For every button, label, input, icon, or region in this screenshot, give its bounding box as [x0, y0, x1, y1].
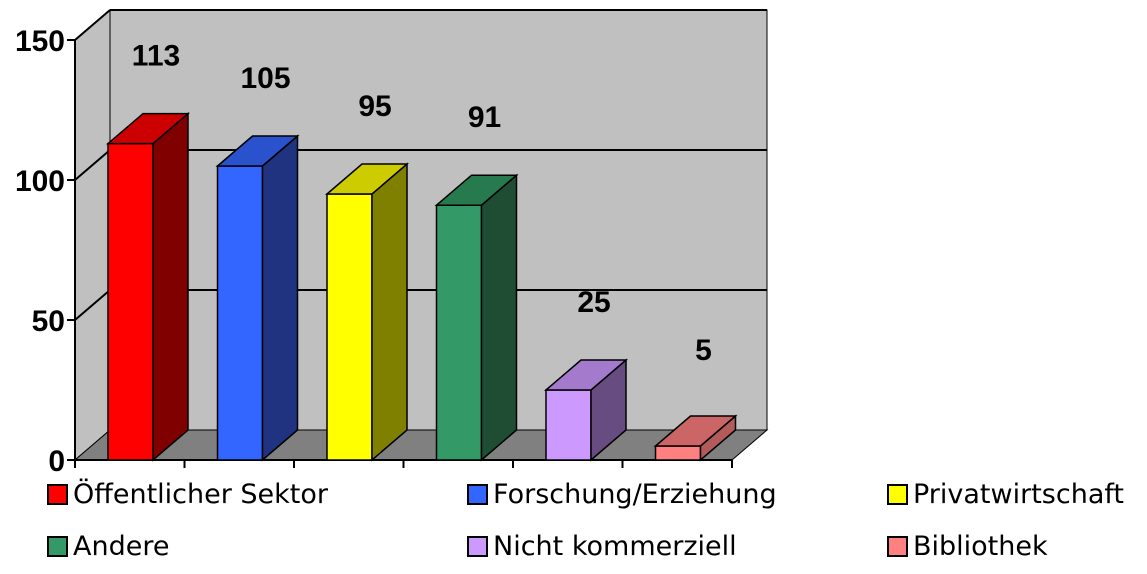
bar-side	[152, 111, 189, 462]
data-label-0: 113	[132, 40, 180, 73]
bar-5	[653, 414, 738, 462]
bar-top	[434, 174, 519, 206]
legend-label: Nicht kommerziell	[493, 531, 737, 562]
legend-label: Forschung/Erziehung	[493, 479, 777, 510]
bar-front	[326, 193, 373, 461]
side-wall	[74, 8, 111, 462]
legend-item-4: Nicht kommerziell	[467, 531, 737, 562]
bar-side	[480, 173, 518, 462]
bar-top	[324, 163, 410, 195]
axes: 0 50 100 150	[15, 25, 733, 478]
legend-label: Öffentlicher Sektor	[73, 478, 329, 510]
y-tick-label: 100	[15, 165, 65, 198]
bar-top	[105, 112, 191, 145]
bar-0	[105, 111, 191, 462]
bar-1	[215, 134, 300, 462]
legend-swatch	[467, 484, 488, 505]
legend-item-1: Forschung/Erziehung	[467, 479, 777, 510]
bar-top	[543, 359, 629, 391]
legend-item-0: Öffentlicher Sektor	[47, 478, 329, 510]
bar-4	[543, 358, 629, 462]
bar-front	[654, 445, 702, 461]
data-label-3: 91	[468, 101, 501, 134]
y-tick-label: 150	[15, 25, 65, 58]
gridlines	[74, 9, 767, 321]
gridline-side	[74, 289, 111, 321]
data-labels: 113 105 95 91 25 5	[132, 40, 712, 367]
legend-item-5: Bibliothek	[887, 531, 1048, 562]
data-label-5: 5	[695, 334, 712, 367]
legend-swatch	[887, 536, 908, 557]
y-tick-label: 50	[32, 305, 65, 338]
legend: Öffentlicher Sektor Forschung/Erziehung Pr…	[47, 478, 1124, 562]
bar-front	[435, 204, 483, 461]
bar-side	[371, 162, 408, 462]
legend-swatch	[47, 536, 68, 557]
legend-item-3: Andere	[47, 531, 169, 562]
bar-side	[261, 134, 299, 462]
legend-label: Privatwirtschaft	[913, 479, 1124, 510]
data-label-2: 95	[358, 90, 391, 123]
bar-front	[107, 142, 154, 461]
bar-top	[215, 135, 300, 167]
bar-front	[545, 389, 592, 461]
gridline-side	[74, 9, 111, 41]
bar-front	[216, 165, 264, 461]
bar-2	[324, 162, 410, 462]
bar-top	[653, 415, 738, 447]
y-tick-label: 0	[48, 445, 65, 478]
data-label-4: 25	[577, 286, 610, 319]
legend-swatch	[887, 484, 908, 505]
bars	[105, 111, 738, 462]
bar-3	[434, 173, 519, 462]
legend-label: Andere	[73, 531, 169, 562]
data-label-1: 105	[240, 62, 290, 95]
gridline-side	[74, 149, 111, 181]
legend-swatch	[47, 484, 68, 505]
legend-swatch	[467, 536, 488, 557]
legend-item-2: Privatwirtschaft	[887, 479, 1124, 510]
legend-label: Bibliothek	[913, 531, 1048, 562]
